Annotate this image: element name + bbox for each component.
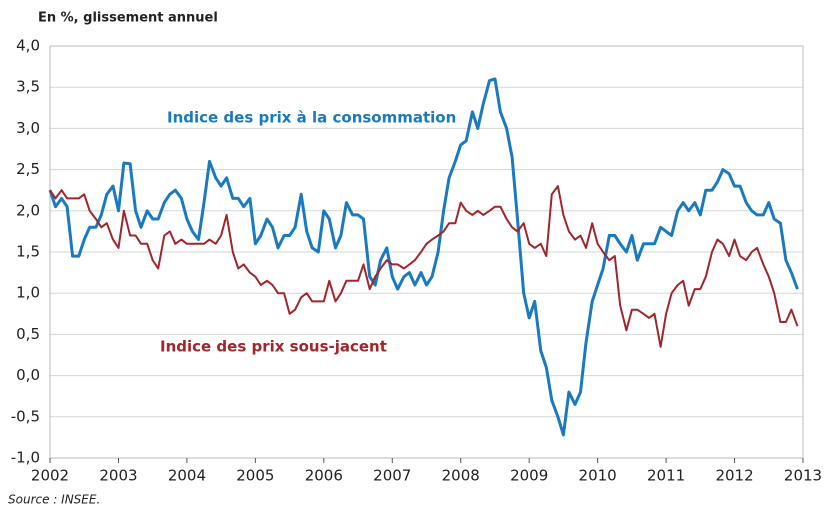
x-tick-label: 2006 <box>305 467 343 485</box>
y-tick-label: -1,0 <box>11 449 40 467</box>
series-line <box>48 77 799 437</box>
x-tick-label: 2005 <box>236 467 274 485</box>
y-tick-label: 0,5 <box>16 325 40 343</box>
y-tick-label: 2,5 <box>16 160 40 178</box>
x-tick-label: 2011 <box>647 467 685 485</box>
series-label: Indice des prix sous-jacent <box>160 338 387 356</box>
y-tick-label: 3,0 <box>16 119 40 137</box>
y-tick-label: -0,5 <box>11 407 40 425</box>
y-tick-label: 0,0 <box>16 366 40 384</box>
chart-subtitle: En %, glissement annuel <box>38 11 218 26</box>
y-tick-label: 4,0 <box>16 37 40 55</box>
y-tick-label: 1,0 <box>16 284 40 302</box>
plot-frame <box>49 45 804 459</box>
x-tick-label: 2009 <box>510 467 548 485</box>
x-tick-label: 2002 <box>31 467 69 485</box>
x-tick-label: 2010 <box>579 467 617 485</box>
series-line <box>49 185 799 348</box>
series-label: Indice des prix à la consommation <box>167 109 456 127</box>
x-tick-label: 2012 <box>715 467 753 485</box>
y-tick-label: 3,5 <box>16 78 40 96</box>
x-tick-label: 2004 <box>168 467 206 485</box>
x-tick-label: 2003 <box>99 467 137 485</box>
y-tick-label: 1,5 <box>16 243 40 261</box>
x-tick-label: 2007 <box>373 467 411 485</box>
y-tick-label: 2,0 <box>16 201 40 219</box>
source: Source : INSEE. <box>8 493 100 507</box>
x-tick-label: 2008 <box>442 467 480 485</box>
x-tick-label: 2013 <box>784 467 822 485</box>
